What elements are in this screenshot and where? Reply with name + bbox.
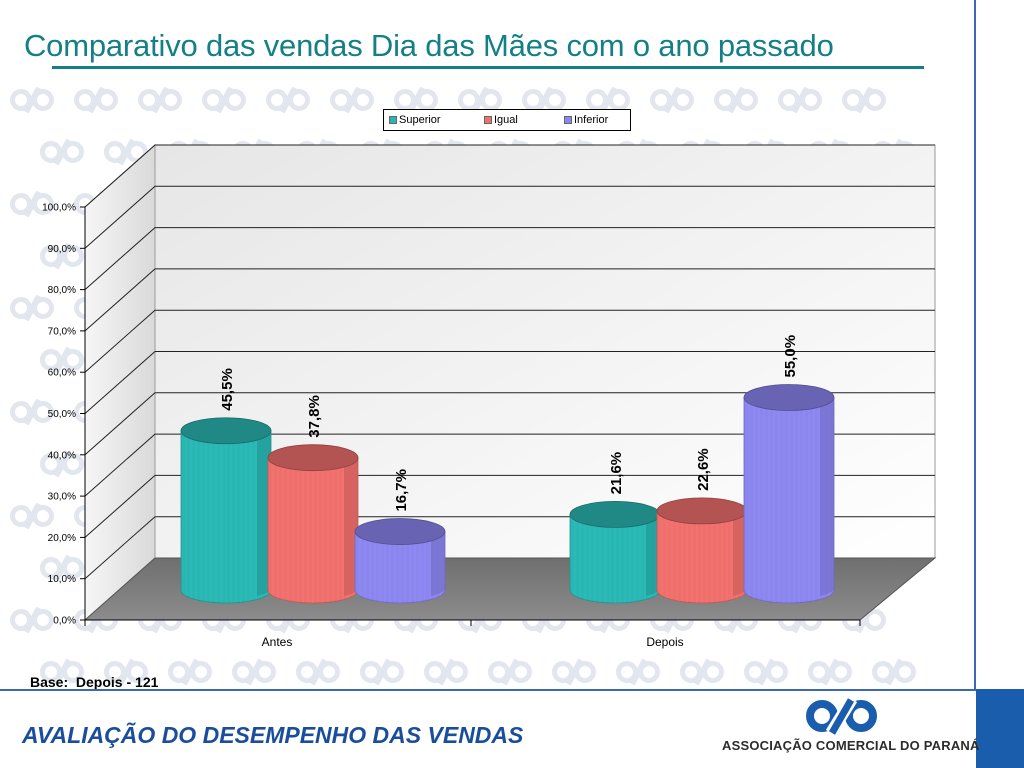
bar [267,444,359,604]
bar-shade [733,510,747,596]
legend-swatch-igual [484,116,492,124]
bar-shade [820,397,834,596]
x-tick-label: Antes [262,635,293,649]
legend-item-igual: Igual [484,114,518,126]
bar-shade [257,430,271,596]
legend-label-igual: Igual [494,114,518,126]
y-tick-label: 80,0% [48,285,76,296]
bar-top [743,384,835,411]
chart: 0,0% 10,0% 20,0% 30,0% 40,0% 50,0% 60,0% 70,0% 8… [42,143,937,649]
bar-top [656,497,748,525]
y-tick-label: 50,0% [48,409,76,420]
y-tick-label: 70,0% [48,326,76,337]
grid-line [84,392,935,456]
grid-line [84,144,935,208]
data-label: 45,5% [219,368,236,411]
grid-line [84,351,935,414]
data-label: 16,7% [393,469,410,512]
page-title: Comparativo das vendas Dia das Mães com … [24,28,834,63]
bar-shade [431,531,445,596]
bar [180,417,272,604]
footer-divider [0,689,976,691]
legend-label-superior: Superior [399,114,441,126]
chart-legend: Superior Igual Inferior [383,109,631,131]
x-tick-label: Depois [646,635,683,649]
bar [569,501,661,604]
y-tick-label: 30,0% [48,492,76,503]
y-tick-label: 90,0% [48,244,76,255]
bar [354,518,446,604]
grid-line [84,433,935,497]
right-border-line [974,0,976,690]
bar-top [354,518,446,545]
grid-line [84,268,935,332]
y-tick-label: 20,0% [48,533,76,544]
section-title: AVALIAÇÃO DO DESEMPENHO DAS VENDAS [22,722,524,748]
data-label: 21,6% [608,452,625,495]
corner-accent-block [976,689,1024,768]
bar-shade [344,457,358,596]
brand-name: ASSOCIAÇÃO COMERCIAL DO PARANÁ [722,738,980,753]
data-label: 37,8% [306,395,323,438]
y-tick-label: 0,0% [53,616,76,627]
y-tick-label: 10,0% [48,574,76,585]
legend-swatch-superior [389,116,397,124]
y-tick-label: 40,0% [48,450,76,461]
title-underline [52,66,924,69]
bar-shade [646,514,660,596]
data-label: 55,0% [782,335,799,378]
bar [743,384,835,604]
y-tick-label: 60,0% [48,368,76,379]
acp-logo-icon [806,697,877,735]
bar [656,497,748,604]
legend-item-superior: Superior [389,114,441,126]
bar-top [267,444,359,472]
legend-label-inferior: Inferior [574,114,609,126]
grid-line [84,185,935,249]
base-note: Base: Depois - 121 [30,674,159,690]
legend-item-inferior: Inferior [564,114,608,126]
bar-top [180,417,272,445]
bar-top [569,501,661,528]
data-label: 22,6% [695,448,712,491]
grid-line [84,227,935,290]
grid-line [84,474,935,538]
legend-swatch-inferior [564,116,572,124]
grid-line [84,309,935,373]
y-tick-label: 100,0% [42,203,76,214]
